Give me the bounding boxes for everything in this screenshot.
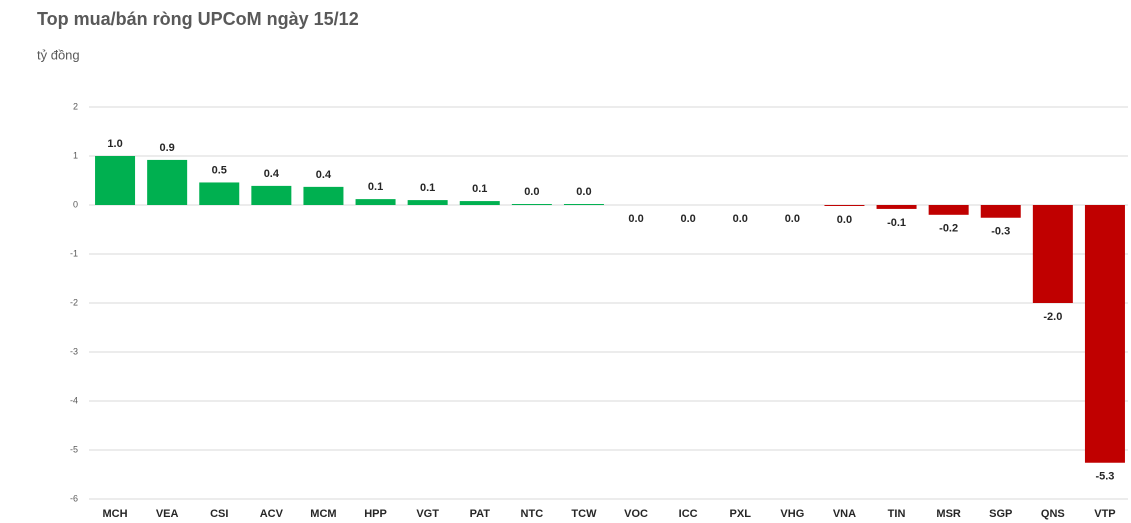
y-tick-label: -4 [70,395,78,405]
bar [147,159,188,205]
x-tick-label: MCM [310,508,336,520]
bar [824,205,865,206]
y-tick-label: -2 [70,297,78,307]
x-tick-label: ACV [260,508,284,520]
x-tick-label: QNS [1041,508,1065,520]
value-label: 0.1 [420,182,435,194]
value-label: 0.5 [212,164,227,176]
y-tick-label: -5 [70,444,78,454]
value-label: 0.9 [160,142,175,154]
x-tick-label: NTC [521,508,544,520]
x-tick-label: CSI [210,508,228,520]
value-label: -5.3 [1095,471,1114,483]
value-label: -0.1 [887,217,906,229]
bar [251,185,292,205]
value-label: 0.0 [837,214,852,226]
x-tick-label: SGP [989,508,1012,520]
bar [980,205,1021,218]
x-tick-label: VNA [833,508,856,520]
x-tick-label: VTP [1094,508,1115,520]
value-label: 0.1 [472,183,487,195]
value-label: 0.4 [316,169,332,181]
chart-title: Top mua/bán ròng UPCoM ngày 15/12 [37,9,359,29]
x-tick-label: VEA [156,508,179,520]
x-tick-label: MCH [103,508,128,520]
x-tick-label: PAT [470,508,491,520]
x-tick-label: VHG [780,508,804,520]
y-tick-label: -1 [70,248,78,258]
bar [303,186,344,205]
x-tick-label: MSR [936,508,961,520]
bar [928,205,969,215]
bar [199,182,240,205]
y-tick-label: 0 [73,199,78,209]
value-label: 0.0 [524,186,539,198]
bar [1084,205,1125,463]
value-label: 0.0 [785,213,800,225]
bar [563,204,604,205]
x-tick-label: TIN [888,508,906,520]
y-tick-label: 1 [73,150,78,160]
value-label: 0.1 [368,181,383,193]
bar [355,199,396,205]
value-label: -0.2 [939,223,958,235]
value-label: 0.0 [628,213,643,225]
x-tick-label: ICC [679,508,698,520]
value-label: -2.0 [1043,311,1062,323]
y-tick-label: -6 [70,493,78,503]
y-tick-label: -3 [70,346,78,356]
bar [459,201,500,205]
x-tick-label: VGT [416,508,439,520]
x-tick-label: PXL [730,508,752,520]
bar [407,200,448,205]
y-tick-label: 2 [73,101,78,111]
value-label: 0.0 [576,186,591,198]
bar [1032,205,1073,303]
x-tick-label: TCW [571,508,597,520]
chart-subtitle: tỷ đồng [37,47,80,62]
x-tick-label: HPP [364,508,387,520]
value-label: -0.3 [991,226,1010,238]
bar [511,204,552,205]
value-label: 0.0 [733,213,748,225]
bar [876,205,917,209]
value-label: 0.4 [264,168,280,180]
bar [95,156,136,205]
value-label: 1.0 [107,138,122,150]
x-tick-label: VOC [624,508,648,520]
value-label: 0.0 [681,213,696,225]
